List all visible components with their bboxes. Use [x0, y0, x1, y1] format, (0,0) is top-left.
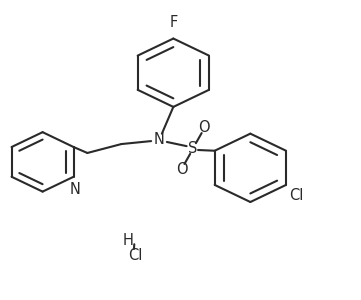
Text: Cl: Cl	[290, 188, 304, 203]
Text: S: S	[188, 141, 198, 156]
Text: H: H	[123, 233, 134, 248]
Text: F: F	[169, 15, 178, 30]
Text: O: O	[198, 120, 210, 135]
Text: N: N	[70, 182, 81, 197]
Text: O: O	[177, 162, 188, 177]
Text: Cl: Cl	[129, 248, 143, 263]
Text: N: N	[153, 132, 165, 147]
